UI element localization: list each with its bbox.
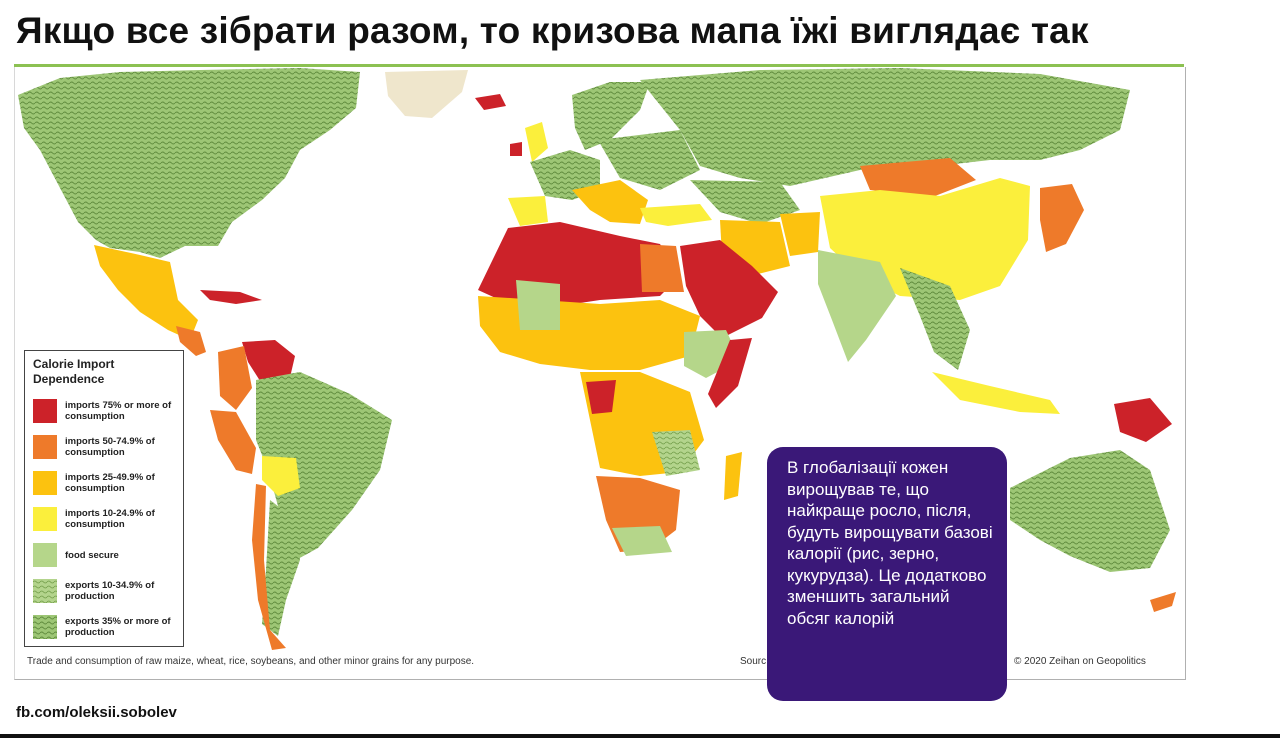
callout-box: В глобалізації кожен вирощував те, що на… <box>767 447 1007 701</box>
north-america-region <box>18 68 360 258</box>
india-region <box>818 250 896 362</box>
legend-item: imports 25-49.9% of consumption <box>33 465 175 501</box>
legend-label: imports 10-24.9% of consumption <box>65 508 155 530</box>
legend-label: exports 35% or more of production <box>65 616 171 638</box>
title-divider <box>14 64 1184 67</box>
legend-item: exports 35% or more of production <box>33 609 175 645</box>
legend-label: exports 10-34.9% of production <box>65 580 155 602</box>
venezuela-region <box>242 340 295 386</box>
new-zealand-region <box>1150 592 1176 612</box>
legend-swatch <box>33 615 57 639</box>
callout-text: В глобалізації кожен вирощував те, що на… <box>787 458 993 628</box>
legend-label: food secure <box>65 549 119 561</box>
legend-swatch <box>33 579 57 603</box>
australia-region <box>1010 450 1170 572</box>
southeast-asia-region <box>900 268 970 370</box>
mali-region <box>516 280 560 330</box>
eastern-europe-region <box>598 130 700 190</box>
legend-swatch <box>33 399 57 423</box>
brazil-region <box>256 372 392 560</box>
mongolia-region <box>860 158 976 196</box>
slide-title: Якщо все зібрати разом, то кризова мапа … <box>16 10 1089 51</box>
western-europe-region <box>530 150 600 200</box>
legend-swatch <box>33 543 57 567</box>
chile-region <box>252 484 286 650</box>
mexico-region <box>94 245 198 340</box>
indonesia-region <box>932 372 1060 414</box>
legend-item: imports 75% or more of consumption <box>33 393 175 429</box>
russia-region <box>640 68 1130 186</box>
arabia-region <box>680 240 778 338</box>
legend-swatch <box>33 471 57 495</box>
legend-item: imports 10-24.9% of consumption <box>33 501 175 537</box>
somalia-region <box>708 338 752 408</box>
map-source: Sourc <box>740 656 767 667</box>
south-africa-region <box>612 526 672 556</box>
legend-swatch <box>33 435 57 459</box>
peru-region <box>210 410 256 474</box>
congo-region <box>586 380 616 414</box>
map-legend: Calorie Import Dependence imports 75% or… <box>24 350 184 647</box>
greenland-region <box>385 70 468 118</box>
bottom-bar <box>0 734 1280 738</box>
scandinavia-region <box>572 82 650 150</box>
author-handle: fb.com/oleksii.sobolev <box>16 704 177 721</box>
egypt-region <box>640 244 684 292</box>
colombia-region <box>218 346 252 410</box>
legend-label: imports 50-74.9% of consumption <box>65 436 155 458</box>
legend-swatch <box>33 507 57 531</box>
kazakhstan-region <box>690 180 800 224</box>
central-america-region <box>176 326 206 356</box>
sahel-region <box>478 296 700 370</box>
turkey-region <box>640 204 712 226</box>
map-footnote: Trade and consumption of raw maize, whea… <box>27 656 475 667</box>
papua-region <box>1114 398 1172 442</box>
legend-title: Calorie Import Dependence <box>33 357 115 386</box>
uk-region <box>525 122 548 162</box>
map-copyright: © 2020 Zeihan on Geopolitics <box>1014 656 1146 667</box>
italy-balkans-region <box>572 180 648 224</box>
madagascar-region <box>724 452 742 500</box>
east-africa-region <box>652 430 700 476</box>
legend-label: imports 75% or more of consumption <box>65 400 172 422</box>
bolivia-region <box>262 456 300 496</box>
legend-item: imports 50-74.9% of consumption <box>33 429 175 465</box>
japan-korea-region <box>1040 184 1084 252</box>
iberia-region <box>508 196 548 226</box>
ireland-region <box>510 142 522 156</box>
argentina-region <box>262 500 300 636</box>
caribbean-region <box>200 290 262 304</box>
legend-item: food secure <box>33 537 175 573</box>
iceland-region <box>475 94 506 110</box>
afghanistan-region <box>780 212 820 256</box>
legend-label: imports 25-49.9% of consumption <box>65 472 155 494</box>
legend-item: exports 10-34.9% of production <box>33 573 175 609</box>
